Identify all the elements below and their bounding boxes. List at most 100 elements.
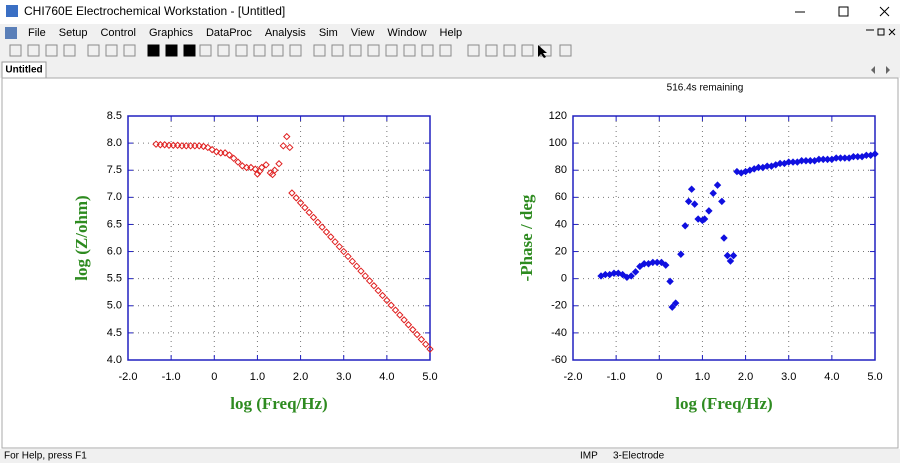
data-point: [221, 149, 229, 157]
data-point: [340, 247, 348, 256]
data-point: [705, 207, 713, 215]
close-button[interactable]: [879, 6, 890, 17]
data-point: [726, 257, 735, 265]
x-tick-label: 0: [656, 371, 662, 383]
tool-icon[interactable]: [105, 44, 118, 57]
tool-icon[interactable]: [253, 44, 266, 57]
tool-icon[interactable]: [331, 44, 344, 57]
menu-item[interactable]: Help: [440, 27, 463, 39]
maximize-button[interactable]: [838, 6, 849, 17]
tool-icon[interactable]: [271, 44, 284, 57]
data-point: [234, 158, 242, 166]
tool-icon[interactable]: [235, 44, 248, 57]
data-point: [391, 306, 400, 314]
data-point: [700, 215, 709, 223]
menu-item[interactable]: Sim: [319, 27, 338, 39]
tool-icon[interactable]: [313, 44, 326, 57]
y-tick-label: -40: [551, 327, 567, 339]
data-point: [365, 277, 374, 285]
toolbar-icons: [9, 44, 572, 58]
menu-item[interactable]: File: [28, 27, 46, 39]
data-point: [204, 143, 212, 152]
tool-icon[interactable]: [87, 44, 100, 57]
tool-icon[interactable]: [439, 44, 452, 57]
tool-icon[interactable]: [503, 44, 516, 57]
y-tick-label: 5.5: [107, 273, 122, 285]
y-tick-label: 6.0: [107, 245, 122, 257]
tool-icon[interactable]: [9, 44, 22, 57]
data-point: [279, 142, 288, 150]
tool-icon[interactable]: [147, 44, 160, 57]
y-tick-label: 8.0: [107, 137, 122, 149]
tool-icon[interactable]: [63, 44, 76, 57]
tool-icon[interactable]: [367, 44, 380, 57]
x-tick-label: 3.0: [781, 371, 796, 383]
data-point: [729, 251, 738, 260]
tool-icon[interactable]: [421, 44, 434, 57]
tab-scroll[interactable]: [871, 66, 890, 74]
tool-icon[interactable]: [403, 44, 416, 57]
data-point: [208, 145, 216, 154]
tool-icon[interactable]: [559, 44, 572, 57]
y-tick-label: 40: [555, 218, 567, 230]
y-tick-label: 4.0: [107, 354, 122, 366]
tab-label[interactable]: Untitled: [5, 65, 42, 76]
data-point: [173, 141, 182, 149]
tool-icon[interactable]: [123, 44, 136, 57]
status-help: For Help, press F1: [4, 451, 87, 462]
x-tick-label: 2.0: [738, 371, 753, 383]
mdi-controls[interactable]: [866, 28, 896, 36]
data-point: [229, 154, 238, 163]
tool-icon[interactable]: [521, 44, 534, 57]
y-tick-label: 5.0: [107, 300, 122, 312]
y-tick-label: 6.5: [107, 218, 122, 230]
data-point: [631, 268, 640, 276]
data-point: [718, 197, 726, 206]
tool-icon[interactable]: [45, 44, 58, 57]
data-point: [212, 148, 221, 156]
menu-item[interactable]: Setup: [59, 27, 88, 39]
tool-icon[interactable]: [27, 44, 40, 57]
menu-item[interactable]: View: [351, 27, 375, 39]
menu-item[interactable]: Analysis: [265, 27, 306, 39]
tool-icon[interactable]: [385, 44, 398, 57]
x-axis-label: log (Freq/Hz): [675, 394, 772, 413]
tool-icon[interactable]: [199, 44, 212, 57]
tool-icon[interactable]: [289, 44, 302, 57]
data-point: [288, 189, 296, 197]
data-point: [627, 272, 635, 280]
data-point: [713, 181, 722, 189]
data-point: [258, 163, 266, 172]
tool-icon[interactable]: [217, 44, 230, 57]
tool-icon[interactable]: [538, 45, 547, 58]
menu-item[interactable]: Graphics: [149, 27, 194, 39]
data-point: [681, 222, 689, 230]
window-title: CHI760E Electrochemical Workstation - [U…: [24, 4, 285, 18]
data-point: [666, 277, 674, 286]
plot-frame: [572, 115, 876, 361]
data-point: [404, 321, 413, 329]
data-point: [668, 303, 676, 311]
tool-icon[interactable]: [349, 44, 362, 57]
menu-item[interactable]: Control: [100, 27, 135, 39]
tool-icon[interactable]: [183, 44, 196, 57]
data-point: [690, 200, 699, 208]
menu-bar: [0, 24, 900, 42]
y-tick-label: 100: [549, 137, 567, 149]
menu-item[interactable]: Window: [387, 27, 426, 39]
data-point: [657, 258, 666, 267]
tool-icon[interactable]: [165, 44, 178, 57]
data-point: [195, 142, 203, 150]
tool-icon[interactable]: [485, 44, 498, 57]
data-point: [400, 316, 408, 324]
menu-item[interactable]: DataProc: [206, 27, 252, 39]
data-point: [296, 199, 305, 207]
y-tick-label: 7.5: [107, 164, 122, 176]
x-tick-label: 2.0: [293, 371, 308, 383]
x-tick-label: 3.0: [336, 371, 351, 383]
tab-row: [0, 60, 900, 78]
tool-icon[interactable]: [467, 44, 480, 57]
status-electrode: 3-Electrode: [613, 451, 665, 462]
data-point: [677, 250, 685, 258]
